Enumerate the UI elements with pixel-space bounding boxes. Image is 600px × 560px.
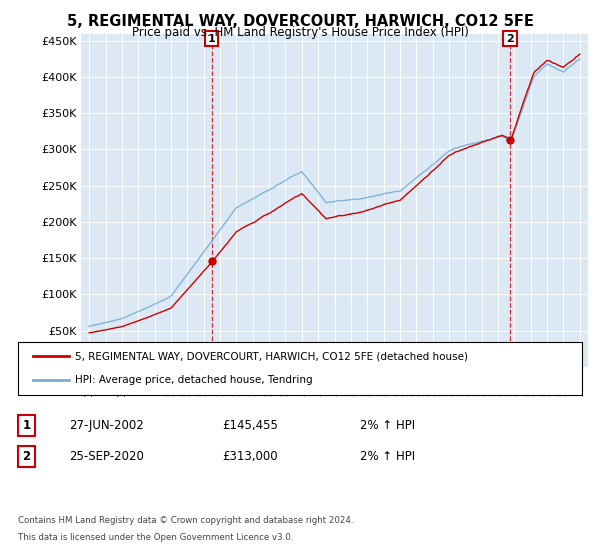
Text: £145,455: £145,455 (222, 419, 278, 432)
Text: 1: 1 (208, 34, 215, 44)
Text: 5, REGIMENTAL WAY, DOVERCOURT, HARWICH, CO12 5FE (detached house): 5, REGIMENTAL WAY, DOVERCOURT, HARWICH, … (75, 352, 468, 362)
Text: 5, REGIMENTAL WAY, DOVERCOURT, HARWICH, CO12 5FE: 5, REGIMENTAL WAY, DOVERCOURT, HARWICH, … (67, 14, 533, 29)
Text: 2: 2 (22, 450, 31, 463)
Text: Contains HM Land Registry data © Crown copyright and database right 2024.: Contains HM Land Registry data © Crown c… (18, 516, 353, 525)
Text: HPI: Average price, detached house, Tendring: HPI: Average price, detached house, Tend… (75, 375, 313, 385)
Text: 27-JUN-2002: 27-JUN-2002 (69, 419, 144, 432)
Text: 1: 1 (22, 419, 31, 432)
Text: Price paid vs. HM Land Registry's House Price Index (HPI): Price paid vs. HM Land Registry's House … (131, 26, 469, 39)
Text: 2: 2 (506, 34, 514, 44)
Text: 25-SEP-2020: 25-SEP-2020 (69, 450, 144, 463)
Text: 2% ↑ HPI: 2% ↑ HPI (360, 419, 415, 432)
Text: This data is licensed under the Open Government Licence v3.0.: This data is licensed under the Open Gov… (18, 533, 293, 542)
Text: 2% ↑ HPI: 2% ↑ HPI (360, 450, 415, 463)
Text: £313,000: £313,000 (222, 450, 278, 463)
